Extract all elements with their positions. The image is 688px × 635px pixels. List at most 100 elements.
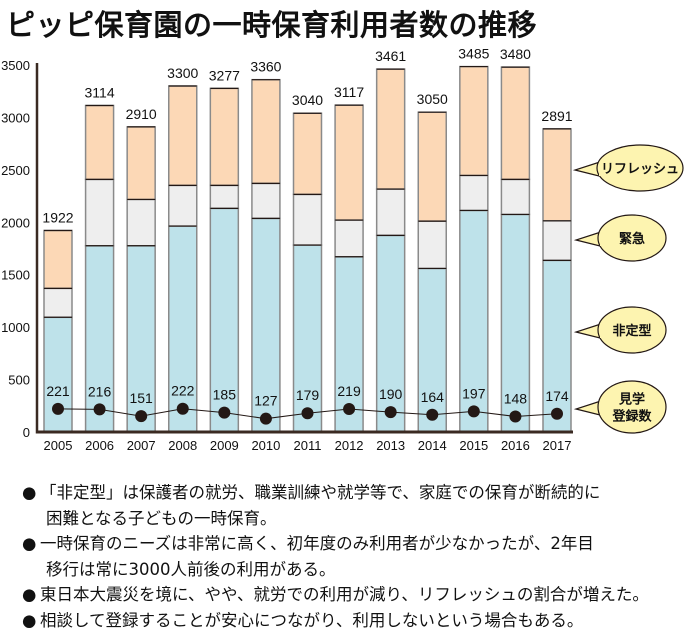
chart: 0 500 1000 1500 2000 2500 3000 3500 1922 3114 291… xyxy=(1,46,684,453)
line-value-label: 127 xyxy=(254,393,278,409)
bar-segment-kinkyu xyxy=(251,182,281,220)
bar-segment-kinkyu xyxy=(542,220,572,262)
note-item: ● 「非定型」は保護者の就労、職業訓練や就学等で、家庭での保育が断続的に 困難となる… xyxy=(22,480,649,531)
line-value-label: 222 xyxy=(171,383,195,399)
line-value-label: 148 xyxy=(504,390,528,406)
bar-segment-kinkyu xyxy=(375,188,406,237)
x-tick-label: 2010 xyxy=(251,438,280,453)
bar-segment-kinkyu xyxy=(334,219,364,258)
bubble-body xyxy=(597,380,667,434)
x-tick-label: 2007 xyxy=(127,438,156,453)
legend-bubble: リフレッシュ xyxy=(572,144,684,192)
total-label: 3360 xyxy=(250,59,281,75)
bar-segment-hiteikei xyxy=(417,267,447,433)
legend-label: リフレッシュ xyxy=(601,162,679,177)
bar-segment-kinkyu xyxy=(292,193,323,246)
bar-segment-refresh xyxy=(209,87,240,187)
chart-title: ピッピ保育園の一時保育利用者数の推移 xyxy=(6,8,538,42)
bubble-body xyxy=(596,144,684,192)
legend-label: 見学 xyxy=(618,392,645,408)
bars xyxy=(43,65,572,433)
bar-segment-kinkyu xyxy=(43,287,73,319)
note-text: 一時保育のニーズは非常に高く、初年度のみ利用者が少なかったが、2年目 xyxy=(40,534,594,553)
legend-bubble: 緊急 xyxy=(573,214,667,262)
bubble-seam xyxy=(600,324,607,338)
line-point xyxy=(551,407,563,420)
line-value-label: 164 xyxy=(421,389,445,405)
line-point xyxy=(135,410,148,423)
line-value-label: 179 xyxy=(296,387,320,403)
line-point xyxy=(384,406,397,419)
x-tick-label: 2006 xyxy=(85,438,114,453)
bar-segment-refresh xyxy=(334,104,364,221)
total-label: 2910 xyxy=(126,106,157,122)
total-label: 3461 xyxy=(375,48,406,64)
x-tick-label: 2016 xyxy=(501,438,530,453)
total-label: 3050 xyxy=(417,91,448,107)
y-axis-ticks: 0 500 1000 1500 2000 2500 3000 3500 xyxy=(1,58,30,440)
bar-segment-hiteikei xyxy=(126,245,156,433)
total-label: 3485 xyxy=(458,46,489,62)
bar-segment-kinkyu xyxy=(459,174,489,212)
legend-label: 登録数 xyxy=(611,409,652,425)
total-label: 3114 xyxy=(85,84,115,100)
x-tick-label: 2017 xyxy=(543,438,572,453)
y-tick-label: 3500 xyxy=(1,58,30,73)
line-value-label: 221 xyxy=(46,383,70,399)
x-tick-label: 2012 xyxy=(335,438,364,453)
legend-label: 緊急 xyxy=(619,231,645,247)
total-label: 3040 xyxy=(292,92,323,108)
x-tick-label: 2015 xyxy=(459,438,488,453)
line-value-label: 219 xyxy=(337,383,361,399)
legend-label: 非定型 xyxy=(612,323,651,339)
bubble-body xyxy=(597,306,667,354)
bar-segment-refresh xyxy=(542,128,572,222)
bullet-icon: ● xyxy=(22,483,37,502)
total-label: 3300 xyxy=(167,65,198,81)
bubble-body xyxy=(597,214,667,262)
x-tick-label: 2009 xyxy=(210,438,239,453)
bar-segment-refresh xyxy=(375,68,406,190)
note-item: ● 東日本大震災を境に、やや、就労での利用が減り、リフレッシュの割合が増えた。 xyxy=(22,582,649,608)
bar-segment-hiteikei xyxy=(168,225,198,433)
line-value-label: 190 xyxy=(379,386,403,402)
note-text: 「非定型」は保護者の就労、職業訓練や就学等で、家庭での保育が断続的に xyxy=(40,483,601,502)
y-tick-label: 500 xyxy=(8,373,30,388)
bar-segment-refresh xyxy=(500,66,531,181)
bullet-icon: ● xyxy=(22,610,37,630)
bar-segment-refresh xyxy=(251,78,281,185)
bullet-icon: ● xyxy=(22,534,37,553)
bar-segment-kinkyu xyxy=(417,220,447,270)
bar-segment-hiteikei xyxy=(375,234,406,433)
line-value-label: 185 xyxy=(213,387,237,403)
bubble-seam xyxy=(600,401,607,415)
y-tick-label: 2500 xyxy=(1,163,30,178)
bar-segment-hiteikei xyxy=(500,213,531,433)
note-item: ● 一時保育のニーズは非常に高く、初年度のみ利用者が少なかったが、2年目 移行は常に… xyxy=(22,531,649,582)
line-point xyxy=(467,405,480,418)
x-tick-label: 2013 xyxy=(376,438,405,453)
y-tick-label: 1500 xyxy=(1,268,30,283)
bar-segment-refresh xyxy=(168,85,198,187)
bar-segment-refresh xyxy=(417,111,447,222)
line-point xyxy=(426,408,439,421)
bar-segment-refresh xyxy=(84,104,115,181)
bar-segment-hiteikei xyxy=(292,244,323,433)
x-tick-label: 2008 xyxy=(168,438,197,453)
total-label: 3277 xyxy=(209,67,240,83)
bar-segment-hiteikei xyxy=(542,259,572,433)
y-tick-label: 2000 xyxy=(1,215,30,230)
bar-segment-refresh xyxy=(126,126,156,201)
line-value-label: 151 xyxy=(129,390,153,406)
y-tick-label: 0 xyxy=(23,425,30,440)
bar-segment-kinkyu xyxy=(84,178,115,247)
bar-segment-refresh xyxy=(43,229,73,290)
bubble-seam xyxy=(599,162,606,176)
total-label: 2891 xyxy=(541,108,572,124)
bar-segment-kinkyu xyxy=(500,178,531,216)
axes xyxy=(35,63,573,434)
x-axis-ticks: 2005 2006 2007 2008 2009 2010 2011 2012 2013 2014… xyxy=(44,438,572,453)
total-label: 3117 xyxy=(334,84,364,100)
bullet-icon: ● xyxy=(22,585,37,604)
